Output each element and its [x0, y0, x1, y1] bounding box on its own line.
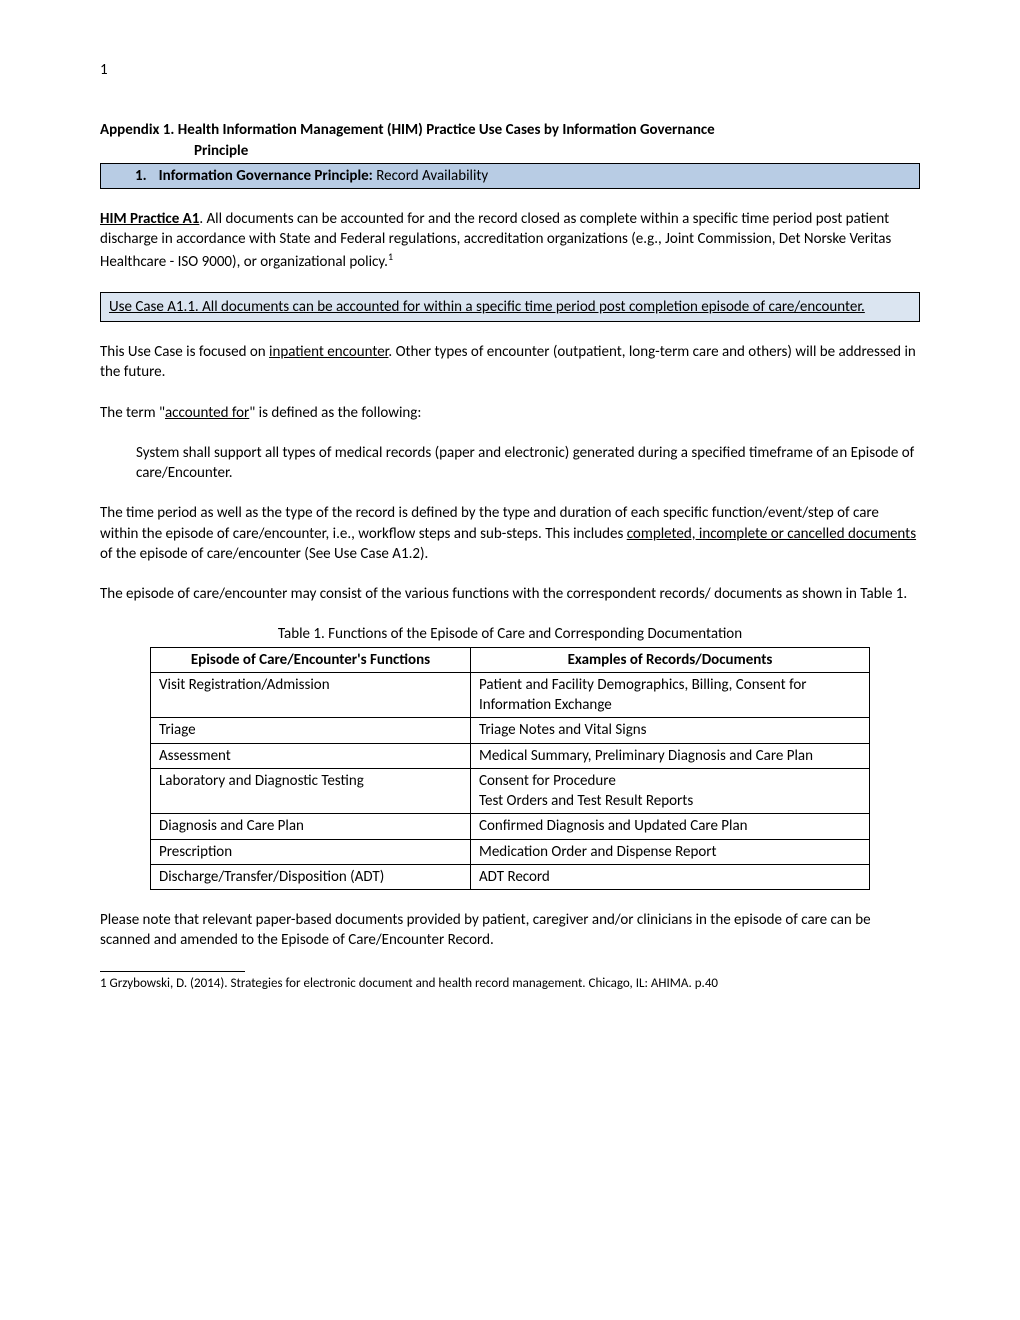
text: of the episode of care/encounter (See Us…: [100, 545, 428, 563]
appendix-title-sub: Principle: [100, 141, 920, 161]
appendix-title: Appendix 1. Health Information Managemen…: [100, 120, 920, 140]
table-cell: ADT Record: [471, 864, 870, 889]
table-row: Discharge/Transfer/Disposition (ADT)ADT …: [151, 864, 870, 889]
him-practice-label: HIM Practice A1: [100, 210, 199, 228]
time-period-paragraph: The time period as well as the type of t…: [100, 503, 920, 564]
table-cell: Laboratory and Diagnostic Testing: [151, 768, 471, 814]
use-case-box: Use Case A1.1. All documents can be acco…: [100, 292, 920, 322]
table-row: AssessmentMedical Summary, Preliminary D…: [151, 743, 870, 768]
text: This Use Case is focused on: [100, 343, 269, 361]
text: " is defined as the following:: [249, 404, 421, 422]
definition-text: System shall support all types of medica…: [100, 443, 920, 484]
focus-paragraph: This Use Case is focused on inpatient en…: [100, 342, 920, 383]
table-cell: Triage Notes and Vital Signs: [471, 718, 870, 743]
footnote-text: 1 Grzybowski, D. (2014). Strategies for …: [100, 976, 920, 993]
principle-header: 1.Information Governance Principle: Reco…: [100, 163, 920, 189]
table-row: PrescriptionMedication Order and Dispens…: [151, 839, 870, 864]
definition-intro: The term "accounted for" is defined as t…: [100, 403, 920, 423]
table-cell: Prescription: [151, 839, 471, 864]
episode-paragraph: The episode of care/encounter may consis…: [100, 584, 920, 604]
underlined-term: inpatient encounter: [269, 343, 388, 361]
him-practice-text: . All documents can be accounted for and…: [100, 210, 891, 271]
table-cell: Assessment: [151, 743, 471, 768]
table-header-row: Episode of Care/Encounter's Functions Ex…: [151, 647, 870, 672]
text: The term ": [100, 404, 165, 422]
principle-label: Information Governance Principle:: [159, 167, 377, 185]
appendix-title-line1: Appendix 1. Health Information Managemen…: [100, 121, 715, 139]
table-row: Diagnosis and Care PlanConfirmed Diagnos…: [151, 814, 870, 839]
table-cell: Consent for ProcedureTest Orders and Tes…: [471, 768, 870, 814]
table-header: Examples of Records/Documents: [471, 647, 870, 672]
note-paragraph: Please note that relevant paper-based do…: [100, 910, 920, 951]
page-number: 1: [100, 60, 920, 80]
underlined-term: completed, incomplete or cancelled docum…: [627, 525, 916, 543]
table-cell: Discharge/Transfer/Disposition (ADT): [151, 864, 471, 889]
table-cell: Patient and Facility Demographics, Billi…: [471, 672, 870, 718]
table-row: TriageTriage Notes and Vital Signs: [151, 718, 870, 743]
table-cell: Visit Registration/Admission: [151, 672, 471, 718]
table-cell: Medication Order and Dispense Report: [471, 839, 870, 864]
table-header: Episode of Care/Encounter's Functions: [151, 647, 471, 672]
table-cell: Confirmed Diagnosis and Updated Care Pla…: [471, 814, 870, 839]
table-cell: Medical Summary, Preliminary Diagnosis a…: [471, 743, 870, 768]
table-cell: Diagnosis and Care Plan: [151, 814, 471, 839]
underlined-term: accounted for: [165, 404, 249, 422]
principle-value: Record Availability: [376, 167, 488, 185]
table-row: Laboratory and Diagnostic TestingConsent…: [151, 768, 870, 814]
footnote-rule: [100, 971, 245, 972]
him-practice-paragraph: HIM Practice A1. All documents can be ac…: [100, 209, 920, 272]
table-cell: Triage: [151, 718, 471, 743]
table-caption: Table 1. Functions of the Episode of Car…: [100, 624, 920, 644]
principle-number: 1.: [107, 167, 159, 185]
table-row: Visit Registration/AdmissionPatient and …: [151, 672, 870, 718]
footnote-ref: 1: [388, 250, 393, 263]
functions-table: Episode of Care/Encounter's Functions Ex…: [150, 647, 870, 891]
